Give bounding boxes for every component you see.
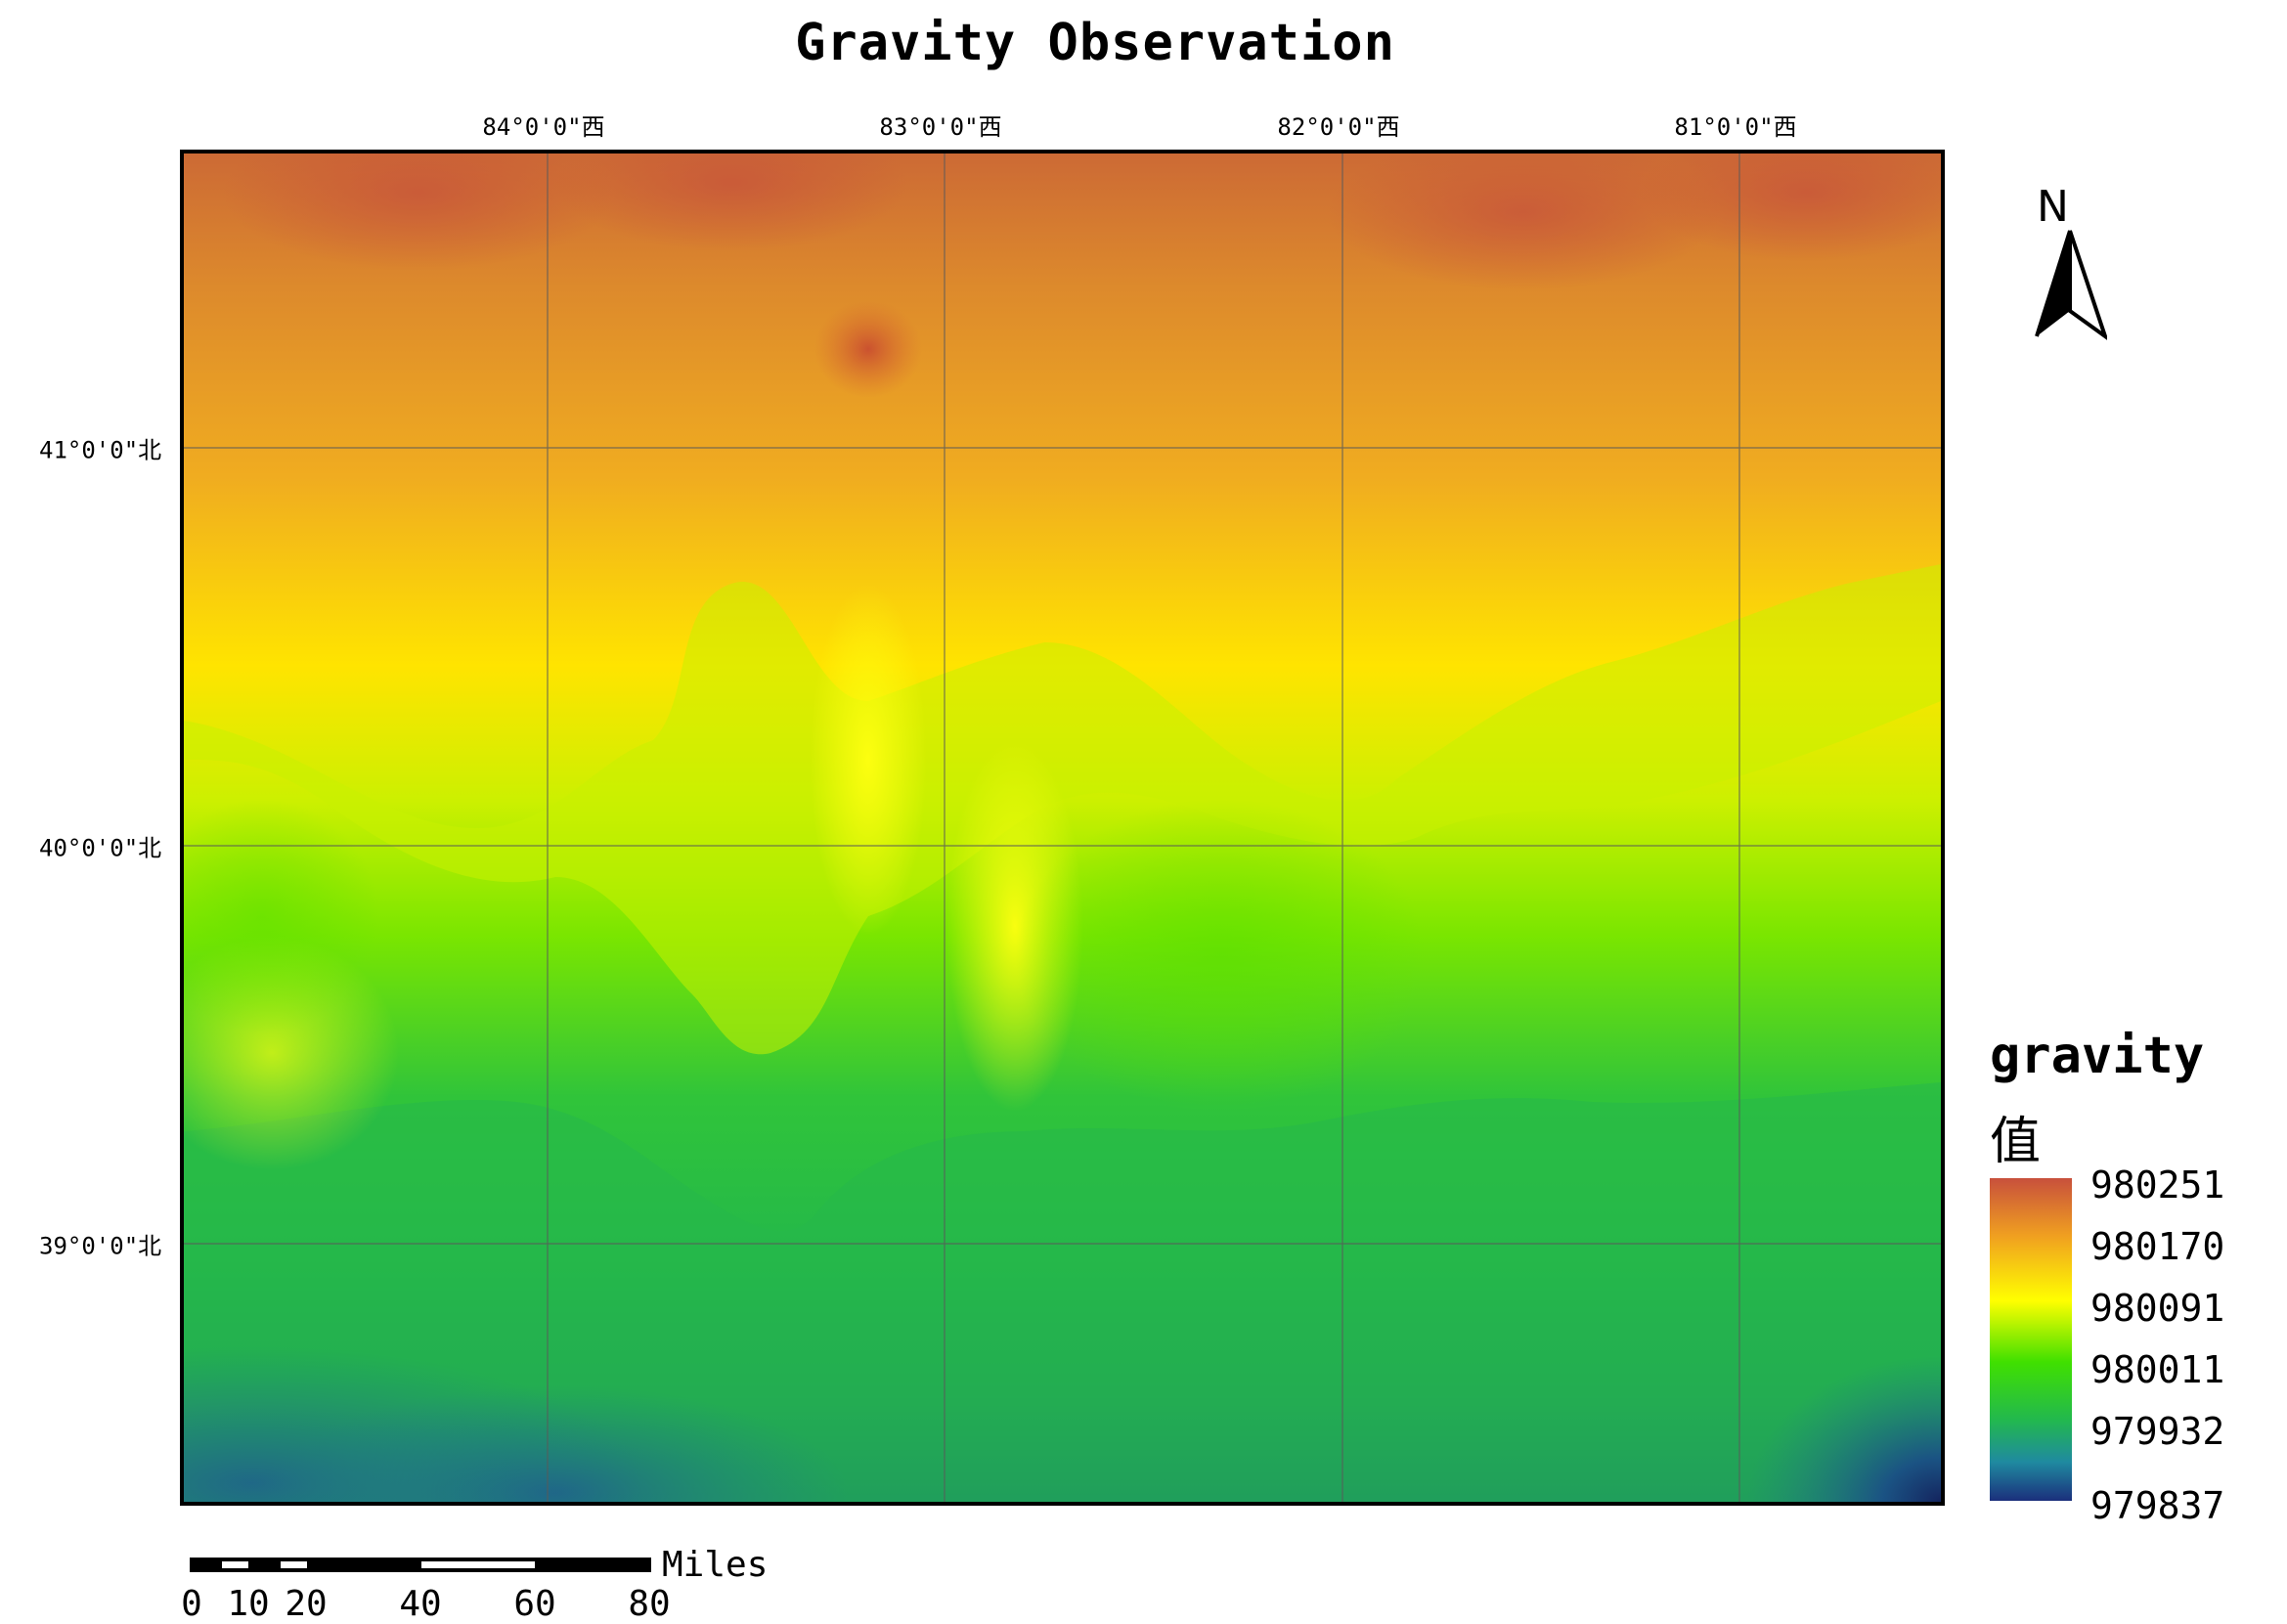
map-title: Gravity Observation (795, 14, 1395, 72)
scale-label-20: 20 (285, 1584, 328, 1624)
lon-label-81w: 81°0'0"西 (1674, 113, 1797, 141)
lon-label-84w: 84°0'0"西 (482, 113, 605, 141)
legend-subtitle: 值 (1990, 1113, 2042, 1171)
scale-label-60: 60 (513, 1584, 556, 1624)
lat-label-39n: 39°0'0"北 (39, 1232, 162, 1260)
scale-label-80: 80 (628, 1584, 671, 1624)
scale-bar-segment (222, 1561, 248, 1568)
lon-label-82w: 82°0'0"西 (1277, 113, 1400, 141)
lat-label-41n: 41°0'0"北 (39, 436, 162, 464)
scale-label-10: 10 (227, 1584, 270, 1624)
scale-bar-track (190, 1558, 651, 1572)
scale-unit-label: Miles (662, 1545, 769, 1585)
legend-color-ramp (1990, 1178, 2072, 1501)
scale-bar-segment (281, 1561, 307, 1568)
north-letter: N (2037, 182, 2069, 232)
legend-label-max: 980251 (2090, 1163, 2225, 1207)
legend-label-4: 980011 (2090, 1348, 2225, 1391)
scale-label-0: 0 (181, 1584, 202, 1624)
scale-label-40: 40 (399, 1584, 442, 1624)
gravity-raster-map (180, 150, 1945, 1506)
north-arrow-icon (2035, 230, 2107, 340)
legend-label-2: 980170 (2090, 1225, 2225, 1268)
map-raster-svg (184, 154, 1941, 1502)
scale-bar-segment (421, 1561, 535, 1568)
legend-title: gravity (1990, 1027, 2205, 1085)
lat-label-40n: 40°0'0"北 (39, 834, 162, 862)
legend-label-3: 980091 (2090, 1287, 2225, 1330)
lon-label-83w: 83°0'0"西 (879, 113, 1002, 141)
legend-label-5: 979932 (2090, 1410, 2225, 1453)
legend-label-min: 979837 (2090, 1484, 2225, 1527)
